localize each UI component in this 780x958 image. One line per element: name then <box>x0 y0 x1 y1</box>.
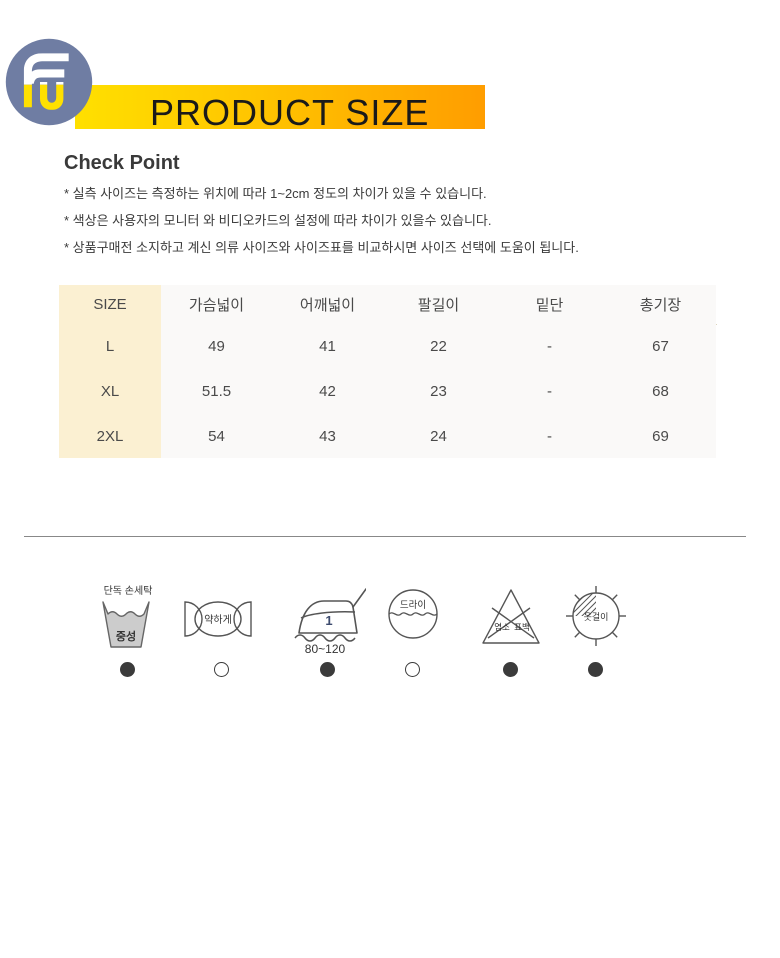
svg-text:염소: 염소 <box>494 622 510 632</box>
svg-text:옷걸이: 옷걸이 <box>584 612 609 622</box>
svg-text:표백: 표백 <box>514 622 530 632</box>
svg-text:약하게: 약하게 <box>204 613 232 626</box>
svg-text:중성: 중성 <box>116 629 136 643</box>
svg-text:80~120: 80~120 <box>305 642 346 656</box>
svg-text:1: 1 <box>325 613 332 628</box>
svg-text:단독 손세탁: 단독 손세탁 <box>104 585 153 597</box>
svg-text:드라이: 드라이 <box>400 600 426 611</box>
